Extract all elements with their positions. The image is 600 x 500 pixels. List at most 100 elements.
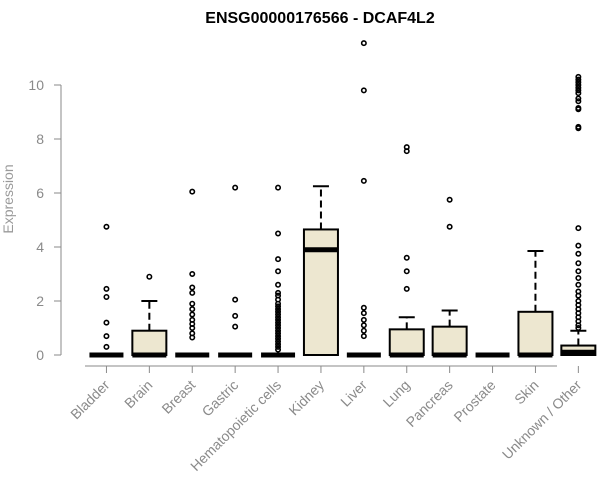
outlier-point xyxy=(275,314,282,321)
box-group xyxy=(218,184,253,358)
box-group xyxy=(261,184,296,358)
outlier-point xyxy=(360,304,367,311)
chart-title: ENSG00000176566 - DCAF4L2 xyxy=(205,10,435,27)
x-tick-label: Gastric xyxy=(199,377,242,420)
outlier-point xyxy=(146,273,153,280)
box-group xyxy=(175,188,210,358)
outlier-point xyxy=(189,311,196,318)
outlier-point xyxy=(575,260,582,267)
box-body xyxy=(388,328,425,357)
outlier-point xyxy=(575,79,582,86)
outlier-point xyxy=(275,338,282,345)
outlier-point xyxy=(275,343,282,350)
x-tick-label: Unknown / Other xyxy=(499,377,585,463)
x-tick-label: Lung xyxy=(380,377,413,410)
outlier-point xyxy=(575,73,582,80)
outlier-point xyxy=(446,196,453,203)
outlier-point xyxy=(360,322,367,329)
outlier-point xyxy=(189,306,196,313)
outlier-point xyxy=(575,90,582,97)
outlier-point xyxy=(275,330,282,337)
outlier-point xyxy=(275,268,282,275)
outlier-point xyxy=(275,303,282,310)
outlier-point xyxy=(275,308,282,315)
y-tick-label: 2 xyxy=(36,293,44,309)
outlier-point xyxy=(232,184,239,191)
outlier-point xyxy=(360,177,367,184)
y-axis-label: Expression xyxy=(0,164,16,233)
outlier-point xyxy=(403,148,410,155)
outlier-point xyxy=(360,327,367,334)
outlier-point xyxy=(575,324,582,331)
box-body xyxy=(131,329,168,357)
box-group xyxy=(346,40,381,358)
outlier-point xyxy=(275,322,282,329)
box-group xyxy=(431,196,468,358)
boxes xyxy=(89,40,597,358)
outlier-point xyxy=(232,323,239,330)
y-tick-label: 0 xyxy=(36,347,44,363)
outlier-point xyxy=(275,289,282,296)
outlier-point xyxy=(575,76,582,83)
outlier-point xyxy=(360,310,367,317)
outlier-point xyxy=(275,184,282,191)
outlier-point xyxy=(189,284,196,291)
outlier-point xyxy=(232,312,239,319)
outlier-point xyxy=(575,82,582,89)
y-tick-label: 8 xyxy=(36,131,44,147)
outlier-point xyxy=(575,125,582,132)
outlier-point xyxy=(575,281,582,288)
x-tick-label: Prostate xyxy=(450,377,498,425)
box-body xyxy=(431,325,468,356)
outlier-point xyxy=(575,242,582,249)
outlier-point xyxy=(575,250,582,257)
outlier-point xyxy=(446,223,453,230)
outlier-point xyxy=(575,84,582,91)
x-tick-label: Kidney xyxy=(285,377,327,419)
outlier-point xyxy=(275,327,282,334)
box-group xyxy=(89,223,124,358)
outlier-point xyxy=(275,324,282,331)
y-tick-label: 6 xyxy=(36,185,44,201)
box-group xyxy=(517,250,554,358)
outlier-point xyxy=(189,270,196,277)
outlier-point xyxy=(275,300,282,307)
outlier-point xyxy=(103,223,110,230)
x-tick-label: Liver xyxy=(337,377,370,410)
outlier-point xyxy=(575,268,582,275)
outlier-point xyxy=(232,296,239,303)
outlier-point xyxy=(275,281,282,288)
outlier-point xyxy=(275,333,282,340)
outlier-point xyxy=(360,316,367,323)
y-tick-label: 4 xyxy=(36,239,44,255)
outlier-point xyxy=(575,225,582,232)
x-tick-label: Pancreas xyxy=(403,377,456,430)
x-tick-label: Bladder xyxy=(67,377,113,423)
outlier-point xyxy=(103,343,110,350)
outlier-point xyxy=(575,95,582,102)
x-tick-label: Breast xyxy=(158,377,198,417)
outlier-point xyxy=(275,316,282,323)
outlier-point xyxy=(189,334,196,341)
box-group xyxy=(302,185,339,356)
outlier-point xyxy=(103,293,110,300)
outlier-point xyxy=(103,319,110,326)
box-group xyxy=(131,273,168,358)
box-body xyxy=(517,310,554,356)
outlier-point xyxy=(403,254,410,261)
outlier-point xyxy=(403,285,410,292)
y-tick-label: 10 xyxy=(28,77,44,93)
outlier-point xyxy=(275,306,282,313)
outlier-point xyxy=(275,346,282,353)
x-tick-label: Brain xyxy=(121,377,155,411)
outlier-point xyxy=(575,322,582,329)
outlier-point xyxy=(275,335,282,342)
outlier-point xyxy=(360,87,367,94)
outlier-point xyxy=(189,300,196,307)
outlier-point xyxy=(275,319,282,326)
outlier-point xyxy=(575,106,582,113)
outlier-point xyxy=(103,285,110,292)
y-ticks: 0 2 4 6 8 10 xyxy=(28,77,61,363)
